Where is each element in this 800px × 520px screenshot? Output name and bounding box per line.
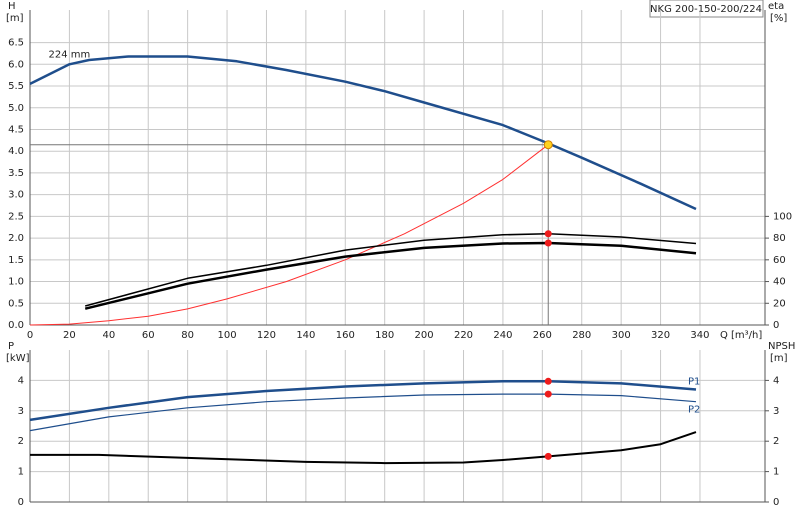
x-tick-label: 80 [181, 330, 194, 341]
y2-tick-label: 80 [773, 233, 786, 244]
x-tick-label: 40 [102, 330, 115, 341]
series-point [544, 390, 552, 398]
y2-tick-label: 4 [773, 375, 779, 386]
x-tick-label: 300 [612, 330, 631, 341]
y2-tick-label: 3 [773, 406, 779, 417]
y2-tick-label: 1 [773, 467, 779, 478]
x-tick-label: 280 [572, 330, 591, 341]
y2-tick-label: 0 [773, 320, 779, 331]
y-tick-label: 6.5 [8, 38, 24, 49]
chart-title: NKG 200-150-200/224 [650, 4, 762, 15]
series-line [29, 144, 549, 326]
y-tick-label: 1 [18, 467, 24, 478]
y-tick-label: 3.0 [8, 190, 24, 201]
x-tick-label: 200 [415, 330, 434, 341]
series-line [29, 380, 697, 422]
series-label: 224 mm [49, 49, 91, 60]
series-label: P2 [688, 405, 700, 416]
x-tick-label: 260 [533, 330, 552, 341]
x-tick-label: 180 [375, 330, 394, 341]
x-tick-label: 120 [257, 330, 276, 341]
x-tick-label: 0 [27, 330, 33, 341]
y-tick-label: 5.5 [8, 81, 24, 92]
x-tick-label: 140 [296, 330, 315, 341]
series-point [544, 239, 552, 247]
y-tick-label: 0.5 [8, 298, 24, 309]
y-tick-label: 1.0 [8, 277, 24, 288]
y-tick-label: 2.0 [8, 233, 24, 244]
series-label: P1 [688, 377, 700, 388]
y2-axis-label: NPSH [768, 341, 795, 352]
y-tick-label: 6.0 [8, 59, 24, 70]
series-line [85, 233, 697, 307]
series-line [29, 393, 697, 432]
y-axis-unit: [m] [6, 13, 24, 24]
y2-axis-unit: [m] [770, 353, 788, 364]
series-line [30, 431, 697, 465]
y2-tick-label: 100 [773, 211, 792, 222]
x-tick-label: 240 [493, 330, 512, 341]
y-tick-label: 0.0 [8, 320, 24, 331]
y-axis-label: H [8, 1, 16, 12]
x-tick-label: 20 [63, 330, 76, 341]
series-point [544, 377, 552, 385]
series-point [544, 230, 552, 238]
x-tick-label: 160 [336, 330, 355, 341]
y-axis-label: P [8, 341, 14, 352]
x-tick-label: 220 [454, 330, 473, 341]
y-tick-label: 2 [18, 436, 24, 447]
y-tick-label: 4.0 [8, 146, 24, 157]
y2-axis-label: eta [768, 1, 784, 12]
y2-tick-label: 2 [773, 436, 779, 447]
y2-tick-label: 20 [773, 298, 786, 309]
y2-tick-label: 0 [773, 497, 779, 508]
y2-tick-label: 60 [773, 255, 786, 266]
y-tick-label: 0 [18, 497, 24, 508]
y2-axis-unit: [%] [770, 13, 787, 24]
x-tick-label: 60 [142, 330, 155, 341]
x-tick-label: 340 [690, 330, 709, 341]
x-tick-label: 320 [651, 330, 670, 341]
x-axis-label: Q [m³/h] [720, 330, 762, 341]
title-box [649, 0, 764, 18]
series-point [544, 452, 552, 460]
y-tick-label: 4 [18, 375, 24, 386]
y-axis-unit: [kW] [6, 353, 30, 364]
y-tick-label: 4.5 [8, 124, 24, 135]
y-tick-label: 2.5 [8, 211, 24, 222]
series-line [84, 241, 697, 310]
y-tick-label: 3 [18, 406, 24, 417]
series-line [29, 55, 697, 211]
y-tick-label: 5.0 [8, 103, 24, 114]
duty-point [543, 140, 553, 150]
x-tick-label: 100 [218, 330, 237, 341]
y-tick-label: 3.5 [8, 168, 24, 179]
y2-tick-label: 40 [773, 277, 786, 288]
y-tick-label: 1.5 [8, 255, 24, 266]
